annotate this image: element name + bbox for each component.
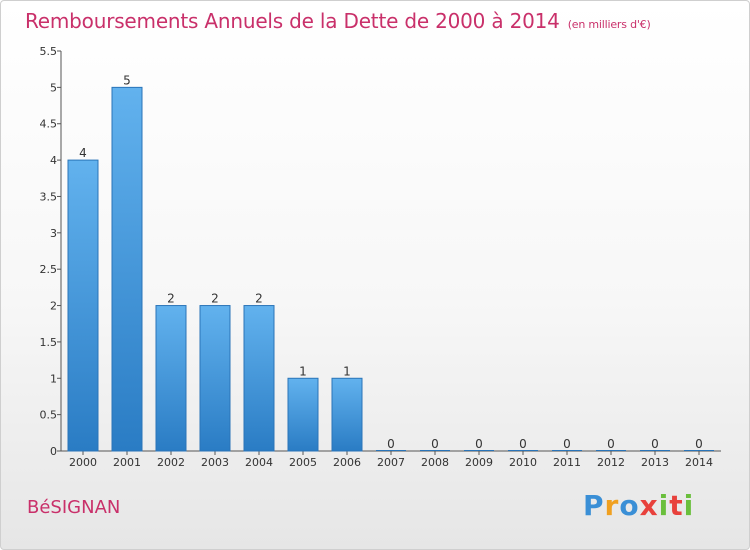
bar-value-label: 0 bbox=[607, 437, 615, 451]
bar-value-label: 0 bbox=[387, 437, 395, 451]
chart-subtitle: (en milliers d'€) bbox=[567, 18, 651, 31]
logo-letter-4: x bbox=[639, 489, 659, 522]
bar-value-label: 4 bbox=[79, 146, 87, 160]
x-tick-label: 2002 bbox=[157, 456, 185, 469]
x-tick-label: 2000 bbox=[69, 456, 97, 469]
bar-value-label: 0 bbox=[519, 437, 527, 451]
x-tick-label: 2012 bbox=[597, 456, 625, 469]
x-tick-label: 2014 bbox=[685, 456, 713, 469]
logo-letter-6: t bbox=[669, 489, 684, 522]
logo-letter-5: i bbox=[658, 489, 670, 522]
bar bbox=[199, 305, 231, 452]
y-tick-label: 5 bbox=[50, 81, 57, 94]
bar-value-label: 1 bbox=[343, 364, 351, 378]
bar bbox=[67, 159, 99, 452]
y-tick-label: 0 bbox=[50, 445, 57, 458]
x-axis: 2000 2001 2002 2003 2004 2005 2006 2007 2008 2009… bbox=[61, 450, 721, 469]
logo-letter-2: r bbox=[604, 489, 620, 522]
x-tick-label: 2007 bbox=[377, 456, 405, 469]
bar-value-label: 2 bbox=[211, 292, 219, 306]
y-tick-label: 3 bbox=[50, 227, 57, 240]
y-tick-label: 3.5 bbox=[40, 190, 58, 203]
commune-name: BéSIGNAN bbox=[27, 497, 121, 518]
x-tick-label: 2009 bbox=[465, 456, 493, 469]
logo-letter-3: o bbox=[619, 489, 640, 522]
bar-value-label: 2 bbox=[167, 292, 175, 306]
bar-value-label: 5 bbox=[123, 73, 131, 87]
bar-value-label: 2 bbox=[255, 292, 263, 306]
y-tick-label: 4 bbox=[50, 154, 57, 167]
chart-title: Remboursements Annuels de la Dette de 20… bbox=[25, 9, 651, 33]
logo-letter-1: P bbox=[583, 489, 605, 522]
bar-value-label: 0 bbox=[431, 437, 439, 451]
y-tick-label: 5.5 bbox=[40, 45, 58, 58]
y-axis: 0 0.5 1 1.5 2 2.5 3 3.5 4 4.5 5 5.5 bbox=[40, 45, 62, 458]
x-tick-label: 2013 bbox=[641, 456, 669, 469]
bar-chart: 00.511.522.533.544.555.5 2000 2001 2002 200… bbox=[40, 45, 721, 469]
bar-value-label: 0 bbox=[651, 437, 659, 451]
bar bbox=[155, 305, 187, 452]
x-tick-label: 2003 bbox=[201, 456, 229, 469]
bar bbox=[243, 305, 275, 452]
x-tick-label: 2011 bbox=[553, 456, 581, 469]
bar-value-label: 0 bbox=[475, 437, 483, 451]
y-tick-label: 2 bbox=[50, 300, 57, 313]
chart-title-text: Remboursements Annuels de la Dette de 20… bbox=[25, 9, 560, 33]
y-tick-label: 1 bbox=[50, 372, 57, 385]
bar-value-label: 1 bbox=[299, 364, 307, 378]
bar-value-label: 0 bbox=[695, 437, 703, 451]
bars: 4 5 2 2 2 1 1 0 0 0 0 0 0 0 0 bbox=[67, 73, 714, 452]
x-tick-label: 2008 bbox=[421, 456, 449, 469]
bar bbox=[111, 86, 143, 452]
x-tick-label: 2001 bbox=[113, 456, 141, 469]
y-tick-label: 2.5 bbox=[40, 263, 58, 276]
y-tick-label: 1.5 bbox=[40, 336, 58, 349]
x-tick-label: 2004 bbox=[245, 456, 273, 469]
logo-letter-7: i bbox=[683, 489, 695, 522]
bar bbox=[331, 377, 363, 452]
proxiti-logo: Proxiti bbox=[583, 489, 694, 522]
y-tick-label: 4.5 bbox=[40, 118, 58, 131]
bar bbox=[287, 377, 319, 452]
x-tick-label: 2005 bbox=[289, 456, 317, 469]
x-tick-label: 2006 bbox=[333, 456, 361, 469]
y-tick-label: 0.5 bbox=[40, 409, 58, 422]
bar-value-label: 0 bbox=[563, 437, 571, 451]
x-tick-label: 2010 bbox=[509, 456, 537, 469]
